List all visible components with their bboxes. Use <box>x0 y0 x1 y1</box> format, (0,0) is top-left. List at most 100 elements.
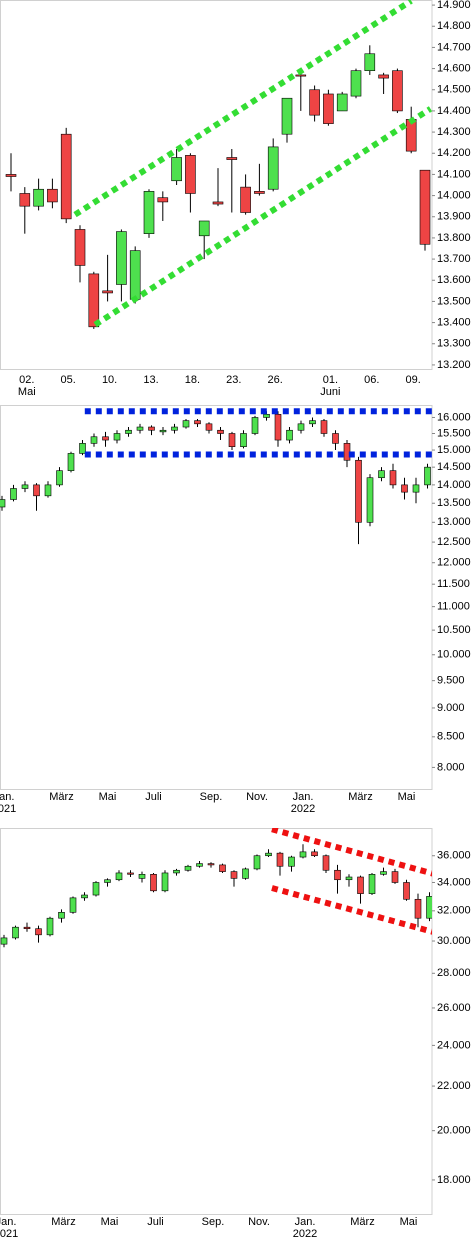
y-tick-label: 11.500 <box>437 578 470 590</box>
candle-body <box>412 484 420 493</box>
candle-body <box>44 484 52 497</box>
candle-body <box>378 470 385 479</box>
y-tick-label: 15.500 <box>437 427 471 439</box>
x-tick-label: Mai <box>400 1216 418 1228</box>
candle-body <box>401 484 408 493</box>
y-tick-label: 34.000 <box>437 876 471 888</box>
candle-body <box>217 429 224 434</box>
candle-body <box>194 420 201 425</box>
y-tick-label: 14.500 <box>437 461 471 473</box>
candle-body <box>10 488 17 500</box>
candle-body <box>228 433 236 447</box>
x-tick-label: 13. <box>143 374 158 386</box>
candle-body <box>148 426 155 431</box>
candle-body <box>182 420 190 428</box>
candle-body <box>309 89 320 116</box>
candle-body <box>67 453 75 471</box>
y-tick-label: 11.000 <box>437 601 470 613</box>
candle-body <box>295 74 307 77</box>
x-tick-label: Jan. <box>293 791 314 803</box>
candle-body <box>205 423 213 431</box>
candle-body <box>157 197 169 203</box>
y-tick-label: 36.000 <box>437 850 471 862</box>
candle-body <box>323 93 334 124</box>
candle-body <box>60 133 72 220</box>
candle-body <box>414 898 422 919</box>
candle-body <box>127 872 134 875</box>
candle-body <box>392 70 403 112</box>
candle-body <box>309 420 316 425</box>
candle-body <box>281 97 293 135</box>
candle-body <box>334 869 341 881</box>
candle-body <box>125 429 132 434</box>
candle-body <box>391 871 399 883</box>
x-tick-label: Sep. <box>200 791 223 803</box>
y-tick-label: 13.300 <box>437 338 471 350</box>
candle-body <box>129 250 141 300</box>
candle-body <box>378 74 389 79</box>
y-tick-label: 24.000 <box>437 1039 471 1051</box>
y-tick-label: 12.500 <box>437 536 471 548</box>
candle-body <box>21 484 29 489</box>
y-tick-label: 14.500 <box>437 84 471 96</box>
x-sublabel: 2022 <box>293 1228 317 1240</box>
y-tick-label: 14.000 <box>437 479 471 491</box>
candle-body <box>226 157 238 160</box>
candle-body <box>253 855 261 870</box>
y-tick-label: 8.000 <box>437 761 465 773</box>
candle-body <box>240 433 247 447</box>
candle-body <box>138 873 146 879</box>
y-tick-label: 14.600 <box>437 62 471 74</box>
y-tick-label: 14.400 <box>437 105 471 117</box>
candle-body <box>345 876 353 881</box>
candle-body <box>251 417 259 434</box>
y-tick-label: 13.400 <box>437 316 471 328</box>
candle-body <box>115 872 123 881</box>
candle-body <box>355 459 362 523</box>
plot-area <box>0 828 432 948</box>
x-sublabel: 2022 <box>291 803 315 815</box>
candle-body <box>23 926 31 930</box>
candle-body <box>74 229 86 266</box>
x-tick-label: Mai <box>398 791 416 803</box>
y-tick-label: 14.300 <box>437 126 471 138</box>
candle-body <box>102 290 113 294</box>
y-tick-label: 10.500 <box>437 624 471 636</box>
y-tick-label: 13.600 <box>437 274 471 286</box>
candle-body <box>212 201 224 205</box>
x-tick-label: 18. <box>185 374 200 386</box>
candle-body <box>311 851 318 857</box>
candle-body <box>19 193 31 207</box>
candle-body <box>104 879 111 883</box>
x-sublabel: Juni <box>320 386 340 398</box>
candle-body <box>242 868 249 879</box>
candle-body <box>116 231 127 285</box>
y-tick-label: 13.800 <box>437 232 471 244</box>
x-tick-label: März <box>49 791 73 803</box>
candle-body <box>5 174 17 177</box>
candle-body <box>426 896 432 919</box>
candle-body <box>267 146 279 190</box>
candle-body <box>79 443 86 454</box>
candle-body <box>366 477 374 523</box>
candle-body <box>69 897 77 913</box>
x-sublabel: Mai <box>18 386 36 398</box>
y-tick-label: 32.000 <box>437 905 471 917</box>
candle-body <box>196 863 203 867</box>
x-tick-label: 09. <box>406 374 421 386</box>
x-tick-label: Mai <box>101 1216 119 1228</box>
candle-body <box>263 414 270 418</box>
candle-body <box>288 856 295 867</box>
x-tick-label: 23. <box>226 374 241 386</box>
x-tick-label: 05. <box>61 374 76 386</box>
candle-body <box>47 188 58 203</box>
y-tick-label: 28.000 <box>437 967 471 979</box>
candle-body <box>12 926 19 939</box>
channel-line <box>93 106 432 328</box>
candle-body <box>274 414 282 441</box>
x-tick-label: 10. <box>102 374 117 386</box>
plot-frame <box>0 0 433 370</box>
candle-body <box>424 466 431 486</box>
y-tick-label: 14.700 <box>437 41 471 53</box>
